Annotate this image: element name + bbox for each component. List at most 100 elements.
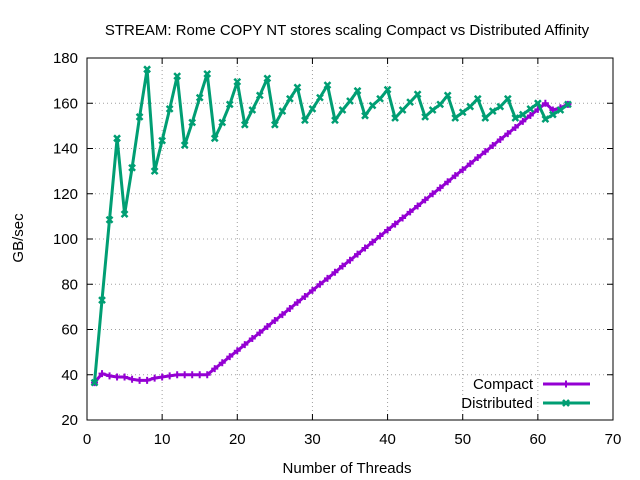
data-point <box>181 371 189 379</box>
data-point <box>518 110 527 119</box>
data-point <box>293 298 301 306</box>
data-point <box>481 148 489 156</box>
data-point <box>210 134 219 143</box>
data-point <box>414 202 422 210</box>
data-point <box>406 208 414 216</box>
data-point <box>549 106 557 114</box>
data-point <box>226 353 234 361</box>
data-point <box>113 373 121 381</box>
data-point <box>316 280 324 288</box>
data-point <box>496 102 505 111</box>
data-point <box>391 114 399 122</box>
data-point <box>466 160 474 168</box>
data-point <box>195 93 204 102</box>
data-point <box>165 105 174 113</box>
data-point <box>444 178 452 186</box>
data-point <box>346 97 354 105</box>
data-point <box>376 232 384 240</box>
data-point <box>286 94 294 103</box>
y-tick-label: 80 <box>61 276 78 293</box>
series-layer <box>90 65 572 387</box>
y-axis-ticks: 20 40 60 80 100 120 140 160 180 <box>53 50 613 429</box>
data-point <box>263 74 272 83</box>
data-point <box>489 142 497 150</box>
x-tick-label: 30 <box>304 431 321 448</box>
data-point <box>346 256 354 264</box>
data-point <box>562 380 570 388</box>
data-point <box>451 172 459 180</box>
data-point <box>474 154 482 162</box>
data-point <box>203 371 211 379</box>
plot-frame <box>86 57 614 421</box>
y-tick-label: 60 <box>61 322 78 339</box>
data-point <box>459 166 467 174</box>
data-point <box>488 107 497 116</box>
data-point <box>421 196 429 204</box>
data-point <box>421 112 430 121</box>
data-point <box>241 341 249 349</box>
y-tick-label: 120 <box>53 186 78 203</box>
data-point <box>293 83 302 92</box>
data-point <box>248 335 256 343</box>
data-point <box>436 100 445 109</box>
data-point <box>203 69 212 78</box>
data-point <box>436 184 444 192</box>
legend-item: Distributed <box>461 395 590 412</box>
data-point <box>233 77 242 86</box>
x-tick-label: 10 <box>154 431 171 448</box>
data-point <box>188 118 197 127</box>
data-point <box>361 244 369 252</box>
data-point <box>98 296 106 304</box>
data-point <box>406 98 414 107</box>
data-point <box>564 100 572 109</box>
data-point <box>511 114 520 122</box>
data-point <box>158 136 167 145</box>
x-axis-label: Number of Threads <box>283 460 412 477</box>
data-point <box>286 304 294 312</box>
data-point <box>113 134 121 143</box>
data-point <box>526 111 534 119</box>
data-point <box>128 375 136 383</box>
x-tick-label: 20 <box>229 431 246 448</box>
data-point <box>135 112 144 121</box>
data-point <box>429 190 437 198</box>
data-point <box>166 372 174 380</box>
data-point <box>173 72 182 80</box>
data-point <box>248 106 257 114</box>
x-tick-label: 0 <box>83 431 91 448</box>
x-tick-label: 50 <box>454 431 471 448</box>
legend: Compact Distributed <box>461 376 590 412</box>
series-line <box>93 67 569 383</box>
data-point <box>503 94 512 103</box>
y-tick-label: 20 <box>61 412 78 429</box>
data-point <box>143 65 151 74</box>
data-point <box>466 102 475 111</box>
data-point <box>233 347 241 355</box>
data-point <box>323 274 331 282</box>
data-point <box>511 123 519 131</box>
data-point <box>533 99 542 108</box>
data-point <box>218 118 227 127</box>
data-point <box>180 141 189 149</box>
data-point <box>354 250 362 258</box>
y-tick-label: 160 <box>53 95 78 112</box>
data-point <box>211 365 219 373</box>
data-point <box>158 373 166 381</box>
legend-label: Distributed <box>461 395 533 412</box>
series-distributed <box>90 65 572 387</box>
data-point <box>331 116 339 125</box>
data-point <box>541 115 550 123</box>
data-point <box>105 215 114 224</box>
data-point <box>383 85 392 94</box>
data-point <box>120 210 129 218</box>
data-point <box>271 316 279 324</box>
data-point <box>278 107 287 116</box>
data-point <box>526 105 535 113</box>
data-point <box>316 93 324 102</box>
legend-item: Compact <box>473 376 590 393</box>
data-point <box>353 86 362 95</box>
chart-title: STREAM: Rome COPY NT stores scaling Comp… <box>105 22 590 39</box>
data-point <box>428 106 437 114</box>
data-point <box>369 238 377 246</box>
data-point <box>150 167 159 176</box>
